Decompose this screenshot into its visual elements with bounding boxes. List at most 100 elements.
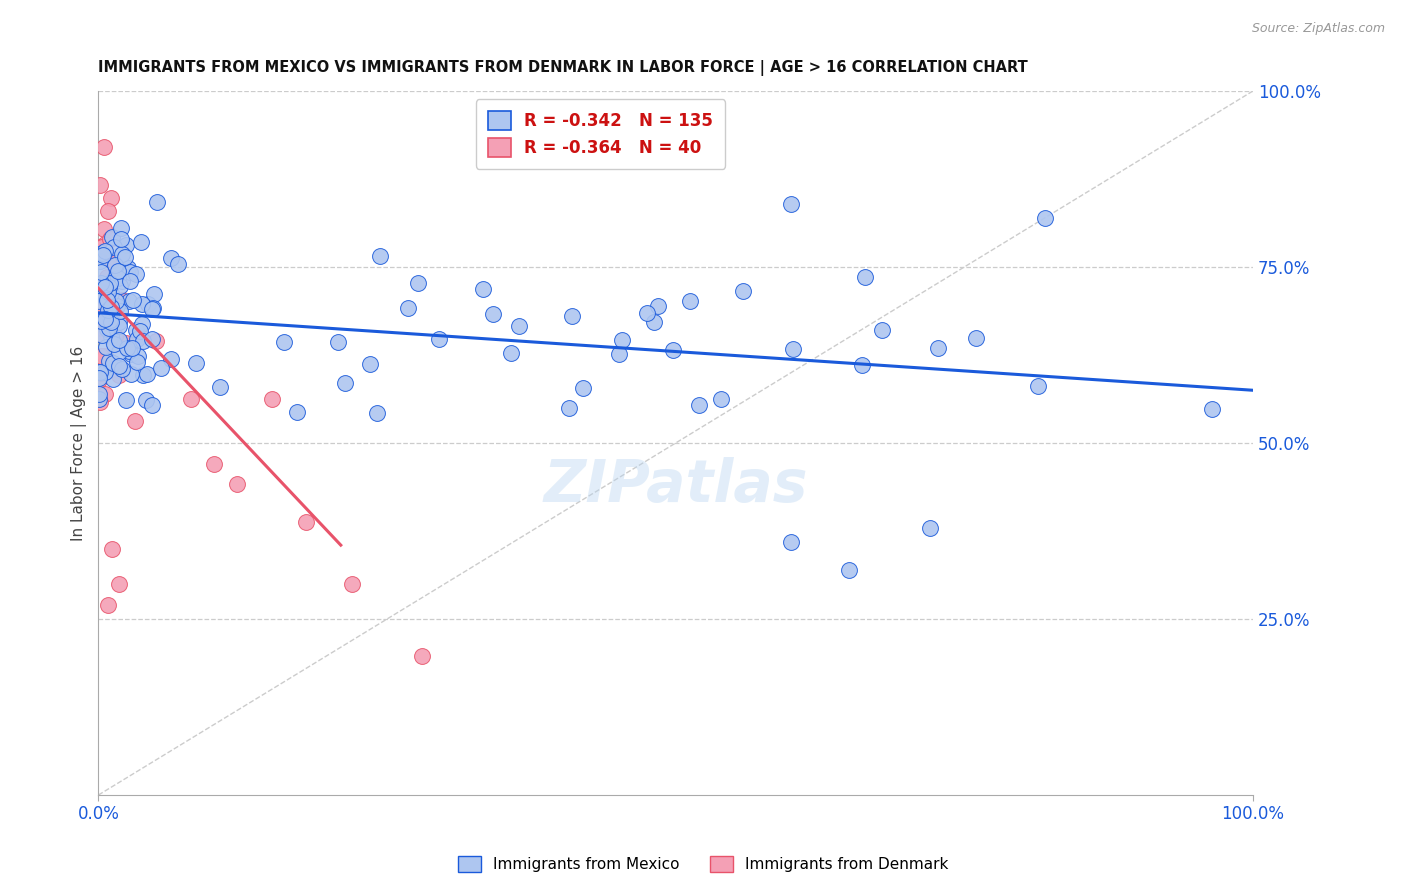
- Point: [96, 293, 118, 307]
- Point: [91, 328, 114, 343]
- Point: [89, 278, 111, 293]
- Point: [108, 318, 131, 333]
- Point: [89, 240, 111, 254]
- Point: [647, 300, 669, 314]
- Point: [91, 246, 114, 260]
- Point: [90, 321, 112, 335]
- Point: [103, 356, 125, 370]
- Point: [295, 515, 318, 529]
- Point: [90, 240, 112, 254]
- Point: [89, 387, 111, 401]
- Point: [90, 246, 112, 260]
- Point: [129, 235, 152, 250]
- Point: [128, 324, 150, 338]
- Point: [87, 365, 110, 379]
- Point: [90, 349, 112, 363]
- Point: [132, 334, 155, 348]
- Point: [108, 345, 131, 359]
- Point: [285, 405, 308, 419]
- Point: [97, 302, 120, 317]
- Point: [107, 264, 129, 278]
- Point: [100, 300, 122, 314]
- Point: [273, 335, 295, 350]
- Point: [108, 368, 131, 383]
- Point: [101, 372, 124, 386]
- Point: [101, 252, 124, 267]
- Point: [125, 355, 148, 369]
- Point: [853, 270, 876, 285]
- Point: [366, 406, 388, 420]
- Point: [733, 284, 755, 298]
- Point: [643, 315, 665, 329]
- Point: [103, 272, 125, 286]
- Legend: Immigrants from Mexico, Immigrants from Denmark: Immigrants from Mexico, Immigrants from …: [450, 848, 956, 880]
- Point: [114, 336, 136, 351]
- Point: [94, 365, 117, 379]
- Text: ZIPatlas: ZIPatlas: [543, 457, 808, 514]
- Point: [101, 230, 124, 244]
- Point: [96, 315, 118, 329]
- Point: [508, 318, 530, 333]
- Point: [125, 268, 148, 282]
- Point: [89, 178, 111, 193]
- Point: [121, 341, 143, 355]
- Point: [87, 294, 110, 309]
- Point: [98, 277, 121, 291]
- Point: [342, 577, 364, 591]
- Point: [103, 334, 125, 349]
- Point: [491, 133, 513, 147]
- Point: [115, 393, 138, 408]
- Point: [94, 279, 117, 293]
- Point: [125, 332, 148, 346]
- Point: [89, 365, 111, 379]
- Point: [93, 140, 115, 154]
- Point: [108, 333, 131, 347]
- Point: [610, 333, 633, 347]
- Point: [105, 293, 128, 308]
- Point: [132, 368, 155, 382]
- Point: [100, 315, 122, 329]
- Point: [136, 297, 159, 311]
- Point: [481, 307, 503, 321]
- Point: [90, 304, 112, 318]
- Point: [202, 457, 225, 471]
- Point: [103, 240, 125, 254]
- Point: [406, 276, 429, 290]
- Point: [335, 376, 357, 391]
- Point: [89, 301, 111, 316]
- Point: [89, 277, 111, 292]
- Point: [94, 349, 117, 363]
- Point: [359, 357, 381, 371]
- Point: [149, 361, 172, 376]
- Point: [97, 285, 120, 299]
- Point: [108, 315, 131, 329]
- Point: [111, 293, 134, 307]
- Point: [118, 274, 141, 288]
- Point: [927, 341, 949, 355]
- Point: [146, 194, 169, 209]
- Text: Source: ZipAtlas.com: Source: ZipAtlas.com: [1251, 22, 1385, 36]
- Point: [110, 220, 132, 235]
- Y-axis label: In Labor Force | Age > 16: In Labor Force | Age > 16: [72, 345, 87, 541]
- Point: [94, 387, 117, 401]
- Point: [90, 288, 112, 302]
- Point: [1033, 211, 1056, 225]
- Point: [118, 293, 141, 308]
- Point: [90, 309, 112, 323]
- Point: [114, 250, 136, 264]
- Point: [96, 322, 118, 336]
- Point: [326, 334, 349, 349]
- Point: [918, 520, 941, 534]
- Point: [97, 280, 120, 294]
- Point: [89, 395, 111, 409]
- Point: [141, 332, 163, 346]
- Point: [145, 334, 167, 349]
- Point: [89, 370, 111, 384]
- Point: [96, 282, 118, 296]
- Point: [97, 203, 120, 218]
- Point: [117, 261, 139, 276]
- Point: [572, 382, 595, 396]
- Point: [90, 314, 112, 328]
- Point: [120, 265, 142, 279]
- Point: [90, 276, 112, 290]
